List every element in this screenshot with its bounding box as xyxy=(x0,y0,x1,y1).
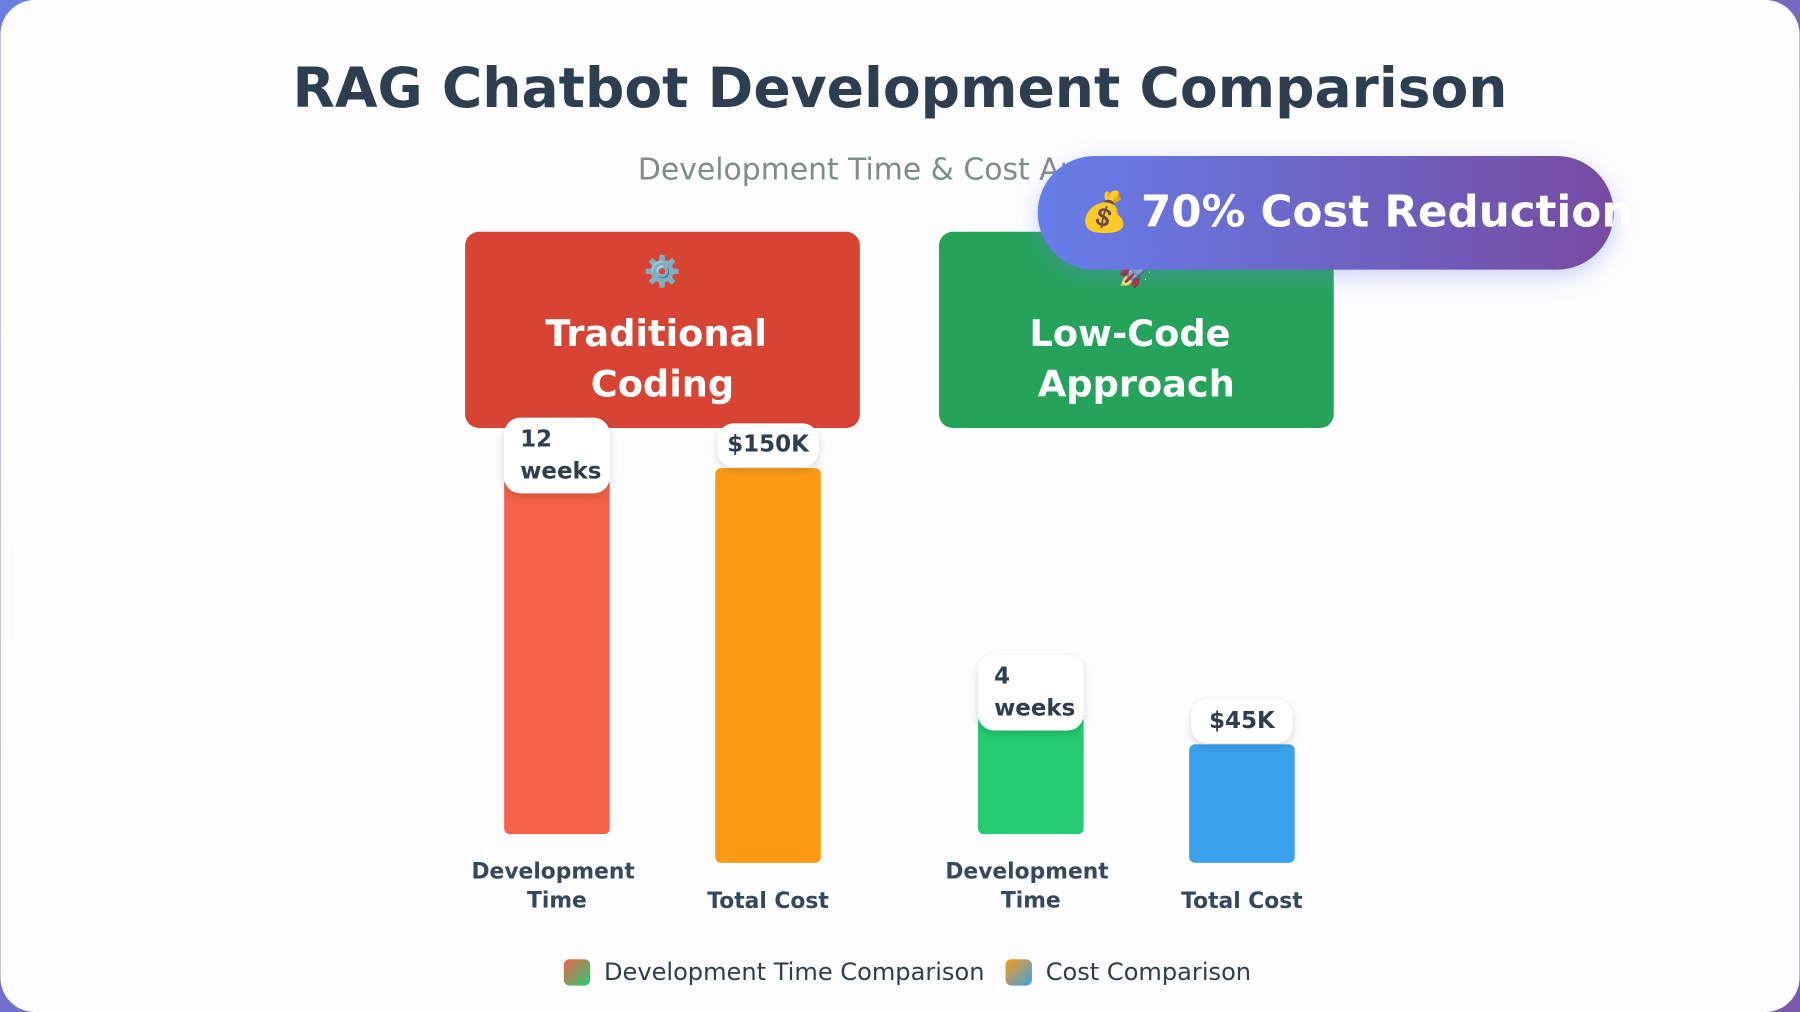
legend-swatch xyxy=(563,959,591,986)
badge-text: 70% Cost Reduction xyxy=(1141,188,1632,238)
badge-background xyxy=(1037,156,1614,270)
bar-label: Total Cost xyxy=(707,889,829,914)
bar-label: Development Time xyxy=(471,860,642,914)
value-label-box xyxy=(717,423,819,467)
bar xyxy=(978,715,1084,835)
legend-swatch xyxy=(1005,959,1032,986)
group-header xyxy=(465,231,860,428)
value-label-box xyxy=(1191,699,1293,744)
value-label-box xyxy=(504,417,610,494)
value-label: 12 weeks xyxy=(520,426,601,484)
group-header xyxy=(939,231,1334,428)
value-label: 4 weeks xyxy=(994,663,1075,721)
bar xyxy=(504,478,610,835)
legend-label: Cost Comparison xyxy=(1046,958,1251,986)
plot: ⚙️ Traditional Coding 12 weeks Development … xyxy=(465,231,1334,986)
bar-label: Total Cost xyxy=(1181,889,1303,914)
value-label: $45K xyxy=(1209,708,1276,734)
group-name: Traditional Coding xyxy=(545,312,779,405)
bar-label: Development Time xyxy=(945,860,1116,914)
value-label: $150K xyxy=(727,432,810,458)
value-label-box xyxy=(978,654,1084,731)
legend-label: Development Time Comparison xyxy=(604,958,985,986)
chart-title: RAG Chatbot Development Comparison xyxy=(292,56,1507,120)
group-icon: ⚙️ xyxy=(644,254,681,290)
badge-icon: 💰 xyxy=(1080,189,1129,235)
bar xyxy=(715,468,821,863)
annotation-badge: 💰 70% Cost Reduction xyxy=(1037,156,1632,270)
bar xyxy=(1189,744,1295,863)
group-name: Low-Code Approach xyxy=(1029,312,1243,405)
